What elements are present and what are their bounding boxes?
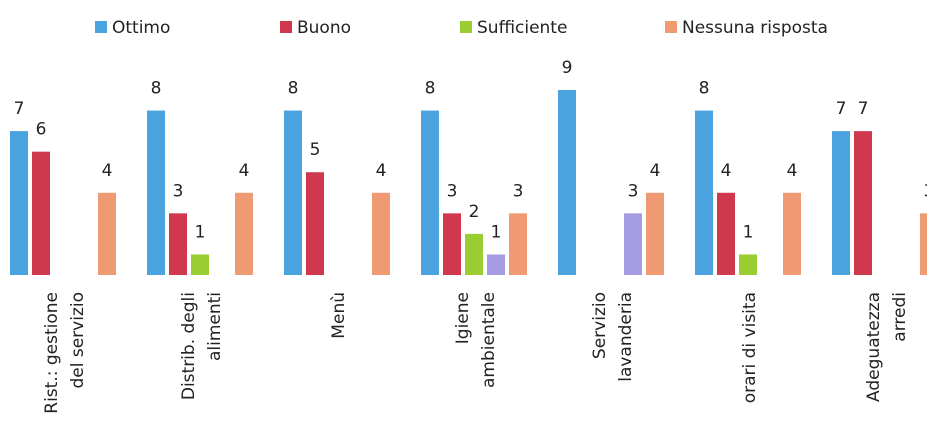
bar	[739, 254, 757, 275]
value-label: 8	[151, 79, 162, 99]
value-label: 2	[469, 202, 480, 222]
value-label: 8	[288, 79, 299, 99]
bar	[920, 213, 927, 275]
value-label: 4	[721, 161, 732, 181]
bar	[421, 110, 439, 275]
legend-label: Sufficiente	[477, 18, 567, 38]
bar	[169, 213, 187, 275]
x-tick-label: Menù	[329, 292, 349, 339]
legend-label: Nessuna risposta	[682, 18, 828, 38]
value-label: 4	[102, 161, 113, 181]
bar	[624, 213, 642, 275]
bar	[854, 131, 872, 275]
value-label: 8	[425, 79, 436, 99]
bar	[32, 151, 50, 275]
bar	[832, 131, 850, 275]
legend-swatch	[95, 21, 107, 33]
bar	[646, 192, 664, 275]
x-tick-label: lavanderia	[616, 292, 636, 382]
value-label: 6	[36, 120, 47, 140]
bar	[191, 254, 209, 275]
x-tick-label: orari di visita	[740, 292, 760, 403]
value-label: 5	[310, 140, 321, 160]
bar	[372, 192, 390, 275]
bar	[487, 254, 505, 275]
legend-swatch	[665, 21, 677, 33]
bar	[306, 172, 324, 275]
value-label: 1	[491, 222, 502, 242]
value-label: 3	[628, 181, 639, 201]
legend-label: Buono	[297, 18, 351, 38]
value-label: 3	[924, 181, 927, 201]
value-label: 7	[858, 99, 869, 119]
bar	[284, 110, 302, 275]
bar	[783, 192, 801, 275]
value-label: 3	[173, 181, 184, 201]
legend-swatch	[280, 21, 292, 33]
value-label: 4	[787, 161, 798, 181]
x-tick-label: Igiene	[453, 292, 473, 344]
value-label: 3	[513, 181, 524, 201]
x-tick-label: arredi	[890, 292, 910, 342]
value-label: 4	[239, 161, 250, 181]
value-label: 8	[699, 79, 710, 99]
x-tick-label: alimenti	[205, 292, 225, 361]
bar	[465, 233, 483, 275]
x-tick-label: Rist.: gestione	[42, 292, 62, 414]
bar	[443, 213, 461, 275]
bar	[147, 110, 165, 275]
value-label: 1	[195, 222, 206, 242]
x-tick-label: del servizio	[68, 292, 88, 389]
value-label: 1	[743, 222, 754, 242]
value-label: 7	[14, 99, 25, 119]
value-label: 4	[376, 161, 387, 181]
legend-swatch	[460, 21, 472, 33]
bar	[10, 131, 28, 275]
bar	[98, 192, 116, 275]
legend-label: Ottimo	[112, 18, 170, 38]
value-label: 9	[562, 58, 573, 78]
x-tick-label: Distrib. degli	[179, 292, 199, 400]
value-label: 3	[447, 181, 458, 201]
x-tick-label: Adeguatezza	[864, 292, 884, 402]
bar	[235, 192, 253, 275]
bar	[509, 213, 527, 275]
value-label: 7	[836, 99, 847, 119]
x-tick-label: ambientale	[479, 292, 499, 388]
bar	[717, 192, 735, 275]
bar	[558, 90, 576, 275]
x-tick-label: Servizio	[590, 292, 610, 359]
value-label: 4	[650, 161, 661, 181]
bar	[695, 110, 713, 275]
